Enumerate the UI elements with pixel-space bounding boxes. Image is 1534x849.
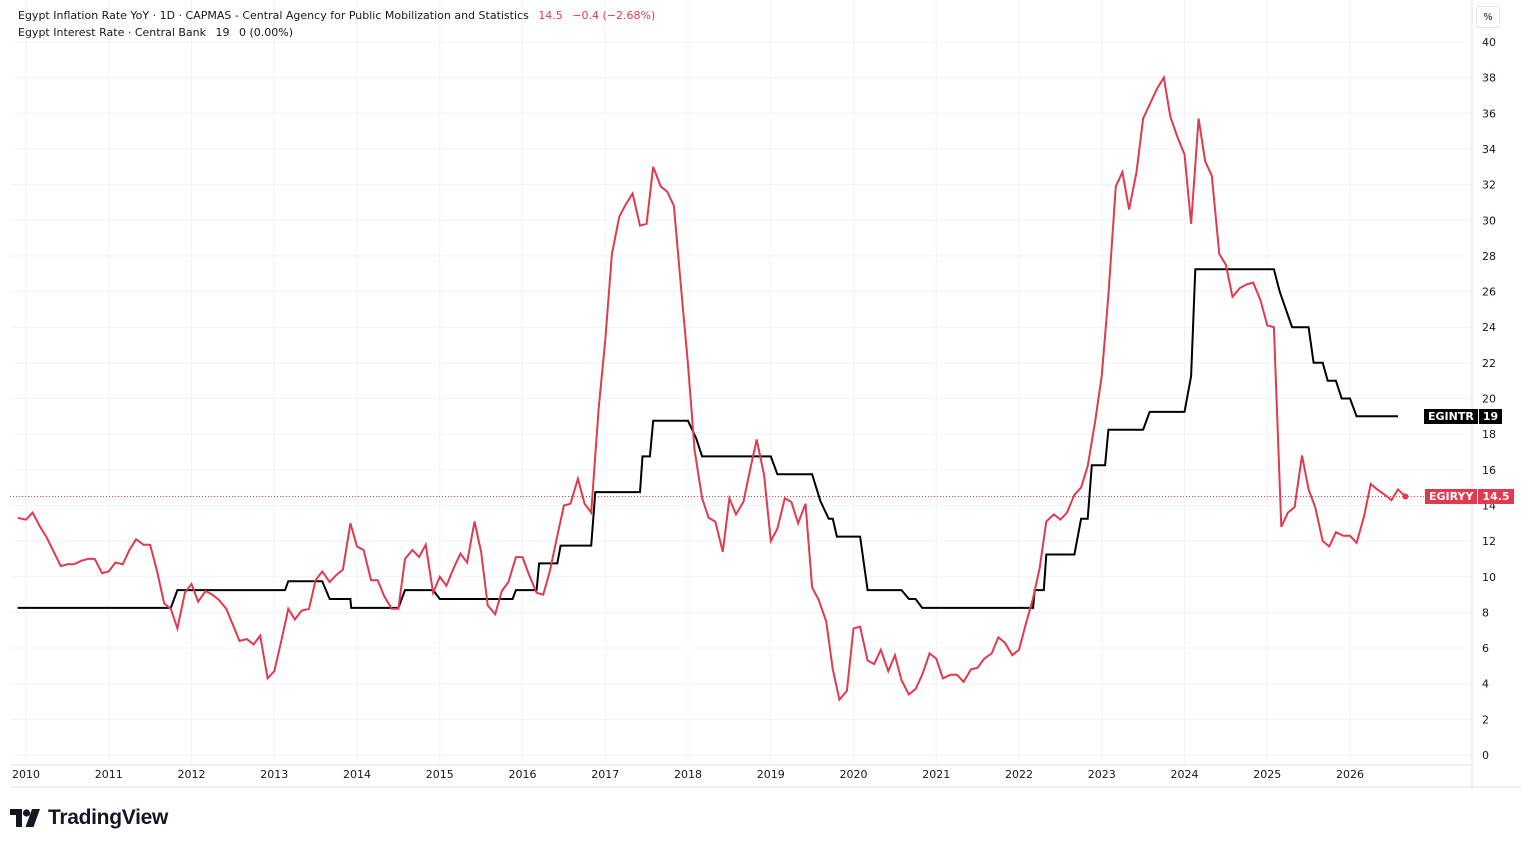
- legend-interest-title: Egypt Interest Rate · Central Bank: [18, 26, 207, 39]
- y-tick-label: 2: [1482, 713, 1489, 726]
- legend-inflation[interactable]: Egypt Inflation Rate YoY · 1D · CAPMAS -…: [18, 9, 655, 22]
- y-tick-label: 26: [1482, 286, 1496, 299]
- x-tick-label: 2011: [95, 768, 123, 781]
- y-tick-label: 12: [1482, 535, 1496, 548]
- y-tick-label: 22: [1482, 357, 1496, 370]
- horizontal-gridlines: [10, 41, 1472, 756]
- unit-label: %: [1483, 11, 1493, 23]
- y-tick-label: 6: [1482, 642, 1489, 655]
- badge-egintr-value: 19: [1477, 409, 1503, 424]
- y-tick-label: 28: [1482, 250, 1496, 263]
- legend-interest[interactable]: Egypt Interest Rate · Central Bank 19 0 …: [18, 26, 293, 39]
- y-tick-label: 18: [1482, 428, 1496, 441]
- x-tick-label: 2023: [1088, 768, 1116, 781]
- last-value-dot: [1402, 493, 1409, 500]
- y-tick-label: 0: [1482, 749, 1489, 762]
- series-line-egiryy: [17, 74, 1407, 702]
- y-tick-label: 30: [1482, 214, 1496, 227]
- x-tick-label: 2025: [1253, 768, 1281, 781]
- x-tick-label: 2013: [260, 768, 288, 781]
- y-tick-label: 10: [1482, 571, 1496, 584]
- x-tick-label: 2016: [509, 768, 537, 781]
- x-tick-label: 2020: [840, 768, 868, 781]
- tradingview-logo-icon: [10, 809, 40, 827]
- tradingview-logo[interactable]: TradingView: [10, 806, 168, 830]
- brand-name: TradingView: [48, 806, 169, 829]
- legend-interest-value: 19: [215, 26, 230, 39]
- y-tick-label: 38: [1482, 72, 1496, 85]
- badge-egiryy-ticker: EGIRYY: [1425, 489, 1478, 504]
- x-tick-label: 2022: [1005, 768, 1033, 781]
- y-tick-label: 8: [1482, 606, 1489, 619]
- legend-inflation-title: Egypt Inflation Rate YoY · 1D · CAPMAS -…: [18, 9, 529, 22]
- x-tick-label: 2021: [922, 768, 950, 781]
- x-tick-label: 2019: [757, 768, 785, 781]
- badge-egiryy-value: 14.5: [1477, 489, 1514, 504]
- badge-egiryy: EGIRYY 14.5: [1425, 489, 1514, 504]
- y-tick-label: 32: [1482, 179, 1496, 192]
- y-tick-label: 20: [1482, 393, 1496, 406]
- x-tick-label: 2010: [12, 768, 40, 781]
- x-tick-label: 2014: [343, 768, 371, 781]
- legend-interest-change: 0 (0.00%): [239, 26, 294, 39]
- price-scale-unit-button[interactable]: %: [1476, 6, 1500, 28]
- x-tick-label: 2018: [674, 768, 702, 781]
- x-tick-label: 2012: [178, 768, 206, 781]
- y-tick-label: 16: [1482, 464, 1496, 477]
- y-tick-label: 4: [1482, 678, 1489, 691]
- vertical-gridlines: [25, 0, 1351, 765]
- legend-inflation-value: 14.5: [538, 9, 563, 22]
- x-tick-label: 2017: [591, 768, 619, 781]
- x-tick-label: 2024: [1171, 768, 1199, 781]
- x-tick-label: 2015: [426, 768, 454, 781]
- y-tick-label: 34: [1482, 143, 1496, 156]
- badge-egintr: EGINTR 19: [1424, 409, 1503, 424]
- x-tick-label: 2026: [1336, 768, 1364, 781]
- y-tick-label: 24: [1482, 321, 1496, 334]
- y-tick-label: 40: [1482, 36, 1496, 49]
- y-tick-label: 36: [1482, 107, 1496, 120]
- badge-egintr-ticker: EGINTR: [1424, 409, 1478, 424]
- series-line-egintr: [17, 268, 1398, 609]
- legend-inflation-change: −0.4 (−2.68%): [572, 9, 656, 22]
- time-axis-labels: 2010 2011 2012 2013 2014 2015 2016 2017 2018 2019…: [12, 768, 1364, 781]
